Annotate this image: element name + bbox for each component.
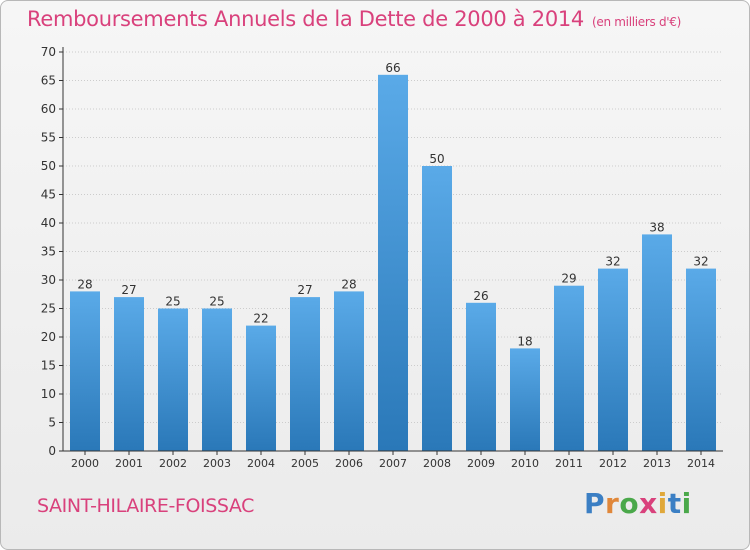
bar-value-label: 66 bbox=[385, 61, 400, 75]
chart-title: Remboursements Annuels de la Dette de 20… bbox=[27, 7, 681, 31]
bar-value-label: 27 bbox=[297, 283, 312, 297]
bar bbox=[290, 297, 320, 451]
y-tick-label: 40 bbox=[41, 216, 56, 230]
logo-letter: x bbox=[639, 487, 658, 520]
bar bbox=[554, 285, 584, 451]
x-tick-label: 2006 bbox=[335, 457, 363, 470]
bar-value-label: 22 bbox=[253, 312, 268, 326]
y-tick-label: 30 bbox=[41, 273, 56, 287]
bar-value-label: 38 bbox=[649, 220, 664, 234]
x-tick-label: 2011 bbox=[555, 457, 583, 470]
bar bbox=[422, 166, 452, 451]
bar bbox=[70, 291, 100, 451]
logo-letter: o bbox=[619, 487, 640, 520]
bar-value-label: 29 bbox=[561, 272, 576, 286]
x-tick-label: 2000 bbox=[71, 457, 99, 470]
x-tick-label: 2014 bbox=[687, 457, 715, 470]
bar-value-label: 25 bbox=[165, 295, 180, 309]
bar bbox=[466, 302, 496, 451]
bar-value-label: 50 bbox=[429, 152, 444, 166]
x-tick-label: 2010 bbox=[511, 457, 539, 470]
y-tick-label: 60 bbox=[41, 102, 56, 116]
x-tick-label: 2004 bbox=[247, 457, 275, 470]
logo-letter: i bbox=[681, 487, 692, 520]
x-tick-label: 2009 bbox=[467, 457, 495, 470]
y-tick-label: 0 bbox=[48, 444, 56, 458]
bar bbox=[334, 291, 364, 451]
x-tick-label: 2003 bbox=[203, 457, 231, 470]
y-tick-label: 35 bbox=[41, 245, 56, 259]
bar bbox=[510, 348, 540, 451]
bar-value-label: 28 bbox=[341, 277, 356, 291]
bar bbox=[378, 74, 408, 452]
bar-value-label: 32 bbox=[605, 255, 620, 269]
bar-value-label: 25 bbox=[209, 295, 224, 309]
y-tick-label: 50 bbox=[41, 159, 56, 173]
logo-letter: r bbox=[605, 487, 620, 520]
chart-title-text: Remboursements Annuels de la Dette de 20… bbox=[27, 7, 584, 31]
bar bbox=[246, 325, 276, 451]
bars-layer: 28 27 25 25 22 27 28 66 50 26 18 29 32 38 32 bbox=[70, 61, 716, 452]
y-tick-label: 70 bbox=[41, 45, 56, 59]
logo-letter: t bbox=[667, 487, 682, 520]
y-tick-label: 10 bbox=[41, 387, 56, 401]
bar bbox=[686, 268, 716, 451]
x-tick-label: 2005 bbox=[291, 457, 319, 470]
bar-value-label: 27 bbox=[121, 283, 136, 297]
y-tick-label: 15 bbox=[41, 359, 56, 373]
x-tick-label: 2012 bbox=[599, 457, 627, 470]
proxiti-logo[interactable]: Proxiti bbox=[584, 487, 692, 520]
axis-layer: 0 5 10 15 20 25 30 35 40 45 50 55 60 65 70 2000 2001 2002… bbox=[41, 45, 723, 470]
logo-letter: P bbox=[584, 487, 606, 520]
commune-name: SAINT-HILAIRE-FOISSAC bbox=[37, 495, 255, 517]
logo-letter: i bbox=[657, 487, 668, 520]
bar bbox=[202, 308, 232, 451]
x-tick-label: 2007 bbox=[379, 457, 407, 470]
y-tick-label: 55 bbox=[41, 131, 56, 145]
bar-value-label: 26 bbox=[473, 289, 488, 303]
bar bbox=[158, 308, 188, 451]
x-tick-label: 2001 bbox=[115, 457, 143, 470]
bar-value-label: 32 bbox=[693, 255, 708, 269]
x-tick-label: 2002 bbox=[159, 457, 187, 470]
y-tick-label: 20 bbox=[41, 330, 56, 344]
x-tick-label: 2013 bbox=[643, 457, 671, 470]
y-tick-label: 65 bbox=[41, 74, 56, 88]
bar-value-label: 18 bbox=[517, 334, 532, 348]
x-tick-label: 2008 bbox=[423, 457, 451, 470]
chart-subtitle: (en milliers d'€) bbox=[592, 15, 682, 29]
y-tick-label: 5 bbox=[48, 416, 56, 430]
y-tick-label: 25 bbox=[41, 302, 56, 316]
bar bbox=[598, 268, 628, 451]
y-tick-label: 45 bbox=[41, 188, 56, 202]
bar bbox=[114, 297, 144, 451]
bar-value-label: 28 bbox=[77, 277, 92, 291]
bar bbox=[642, 234, 672, 451]
